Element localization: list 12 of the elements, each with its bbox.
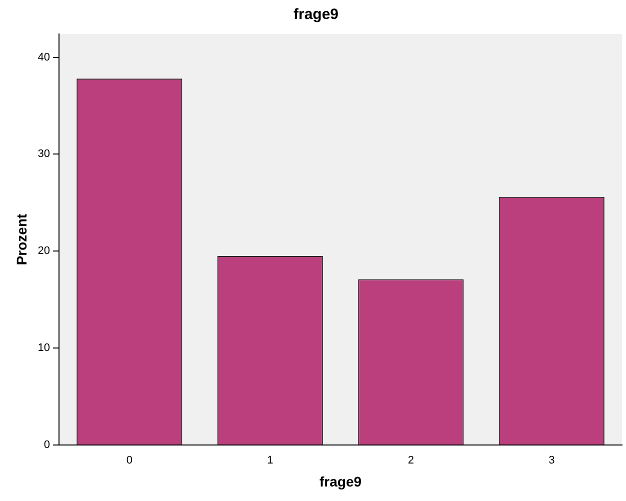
- y-tick-label: 40: [38, 51, 50, 64]
- y-axis-title: Prozent: [13, 213, 30, 266]
- x-tick-label: 2: [408, 454, 414, 467]
- y-tick-label: 10: [38, 342, 50, 354]
- x-tick-label: 3: [548, 454, 555, 467]
- x-tick-label: 1: [267, 454, 274, 467]
- y-tick-label: 20: [38, 245, 50, 258]
- y-tick-label: 30: [38, 148, 50, 160]
- y-tick-label: 0: [44, 439, 50, 452]
- chart-title: frage9: [293, 6, 339, 24]
- x-axis-title: frage9: [320, 473, 362, 490]
- x-tick-label: 0: [126, 454, 132, 467]
